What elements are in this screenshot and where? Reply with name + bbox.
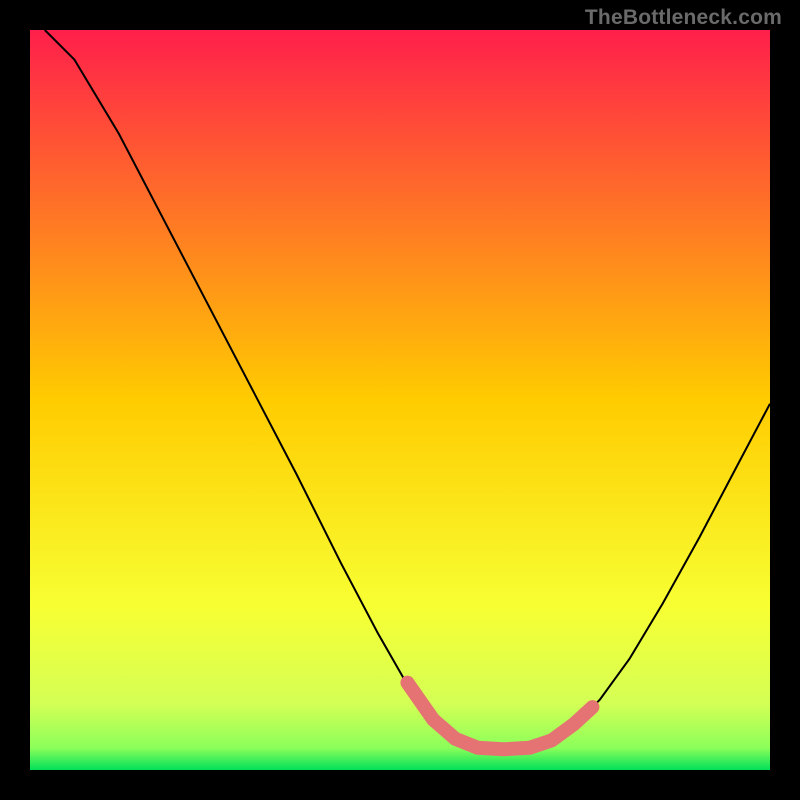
plot-area xyxy=(30,30,770,770)
plot-svg xyxy=(30,30,770,770)
plot-background xyxy=(30,30,770,770)
watermark-text: TheBottleneck.com xyxy=(585,6,782,30)
chart-frame: TheBottleneck.com xyxy=(0,0,800,800)
